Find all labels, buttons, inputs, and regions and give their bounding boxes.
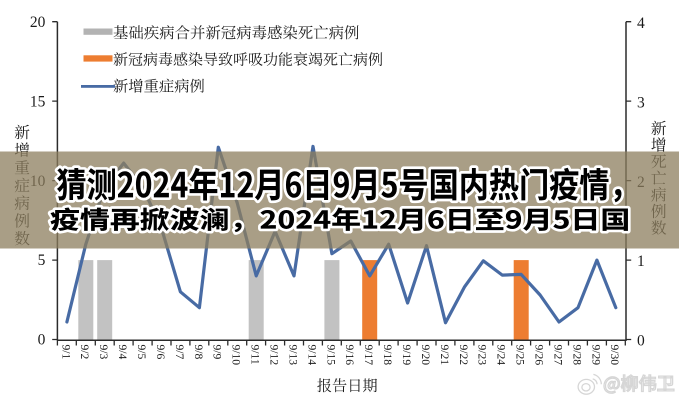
svg-text:9/13: 9/13 xyxy=(286,345,299,366)
svg-text:4: 4 xyxy=(637,15,645,32)
svg-text:9/27: 9/27 xyxy=(551,345,564,366)
svg-text:0: 0 xyxy=(637,333,645,350)
svg-text:9/15: 9/15 xyxy=(324,345,337,366)
svg-text:9/11: 9/11 xyxy=(249,345,262,365)
svg-text:9/19: 9/19 xyxy=(400,345,413,366)
svg-text:9/28: 9/28 xyxy=(570,345,583,366)
svg-text:9/12: 9/12 xyxy=(268,345,281,366)
svg-text:9/9: 9/9 xyxy=(211,345,224,360)
svg-text:9/22: 9/22 xyxy=(457,345,470,366)
svg-text:9/29: 9/29 xyxy=(589,345,602,366)
svg-text:9/23: 9/23 xyxy=(476,345,489,366)
svg-text:0: 0 xyxy=(38,332,46,349)
svg-text:9/1: 9/1 xyxy=(59,345,72,360)
svg-text:15: 15 xyxy=(30,93,46,110)
svg-text:9/30: 9/30 xyxy=(608,345,621,366)
svg-text:20: 20 xyxy=(30,14,46,31)
svg-text:9/3: 9/3 xyxy=(97,345,110,360)
svg-text:9/20: 9/20 xyxy=(419,345,432,366)
svg-text:1: 1 xyxy=(637,253,645,270)
svg-text:9/25: 9/25 xyxy=(514,345,527,366)
svg-text:9/26: 9/26 xyxy=(533,345,546,366)
svg-text:9/18: 9/18 xyxy=(381,345,394,366)
svg-text:9/10: 9/10 xyxy=(230,345,243,366)
svg-text:9/17: 9/17 xyxy=(362,345,375,366)
svg-text:9/24: 9/24 xyxy=(495,345,508,366)
svg-text:9/14: 9/14 xyxy=(305,345,318,366)
svg-text:5: 5 xyxy=(38,252,46,269)
svg-text:9/16: 9/16 xyxy=(343,345,356,366)
svg-text:3: 3 xyxy=(637,94,645,111)
svg-text:9/8: 9/8 xyxy=(192,345,205,360)
svg-text:9/6: 9/6 xyxy=(154,345,167,360)
svg-text:9/21: 9/21 xyxy=(438,345,451,366)
svg-text:9/5: 9/5 xyxy=(135,345,148,360)
svg-text:9/2: 9/2 xyxy=(78,345,91,360)
svg-text:9/7: 9/7 xyxy=(173,345,186,360)
svg-text:9/4: 9/4 xyxy=(116,345,129,360)
